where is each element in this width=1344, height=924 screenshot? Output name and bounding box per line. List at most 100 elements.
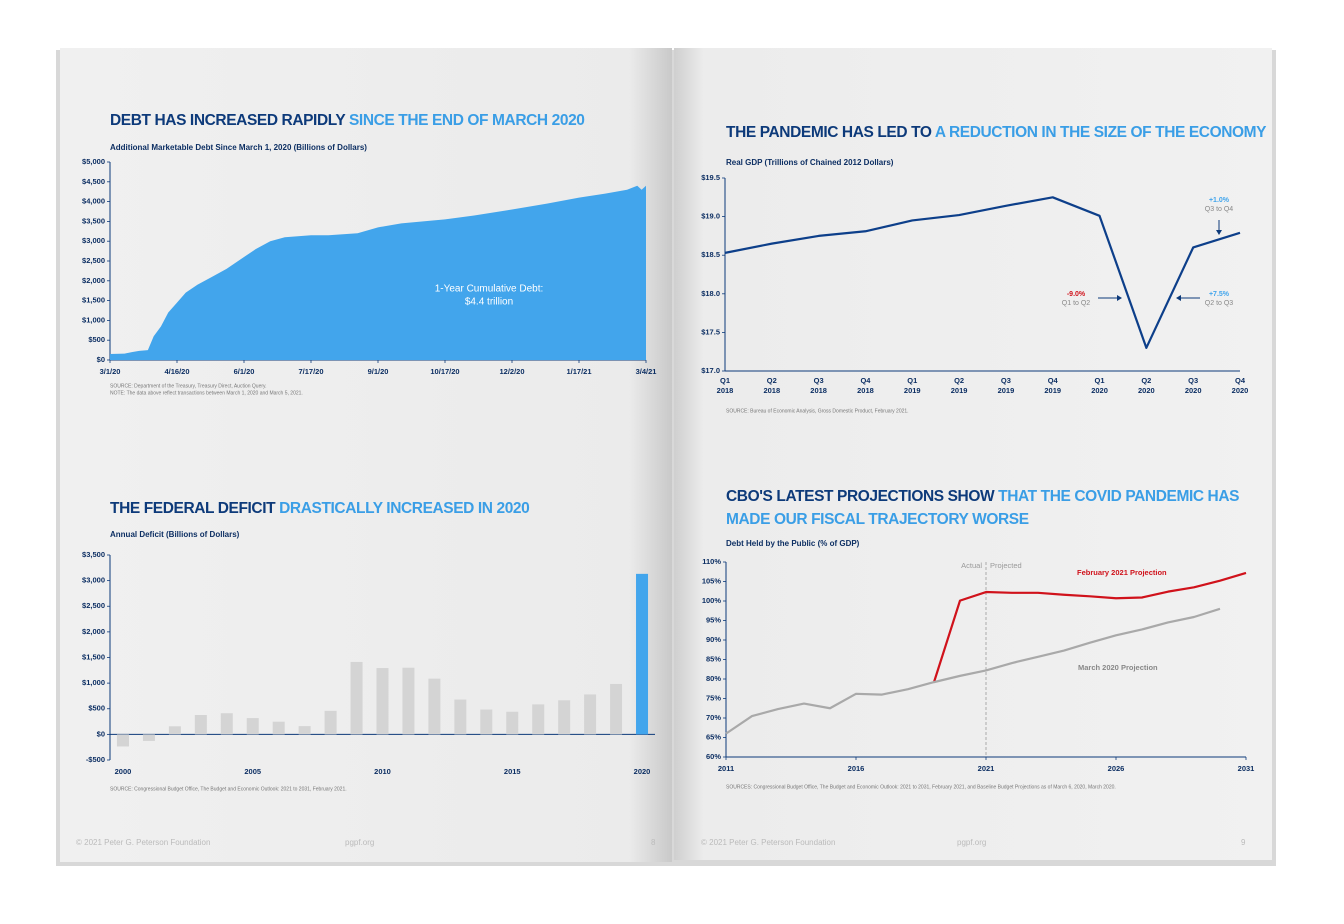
page-number: 9: [1241, 838, 1246, 847]
bar: [376, 668, 389, 735]
annotation-period: Q2 to Q3: [1205, 300, 1234, 307]
bar: [532, 704, 545, 735]
annotation-value: -9.0%: [1067, 291, 1086, 298]
y-tick-label: $4,000: [82, 197, 105, 206]
y-tick-label: $2,000: [82, 276, 105, 285]
y-tick-label: $1,500: [82, 296, 105, 305]
page-number: 8: [651, 838, 656, 847]
x-tick-label: Q2: [954, 376, 964, 385]
x-tick-label: 2019: [951, 386, 968, 395]
annotation-value: +1.0%: [1209, 197, 1230, 204]
x-tick-label: 3/1/20: [100, 367, 121, 376]
x-tick-label: 2018: [810, 386, 827, 395]
source-note: NOTE: The data above reflect transaction…: [110, 390, 303, 396]
bar: [480, 709, 493, 735]
arrowhead: [1176, 295, 1181, 301]
right-page: [674, 48, 1272, 860]
x-tick-label: 10/17/20: [430, 367, 459, 376]
bar: [350, 661, 363, 735]
line: [724, 196, 1241, 349]
bar: [428, 678, 441, 735]
bar: [402, 667, 415, 735]
bar: [116, 734, 129, 747]
x-tick-label: Q3: [1188, 376, 1198, 385]
x-tick-label: 2015: [504, 767, 521, 776]
y-tick-label: $500: [88, 704, 105, 713]
series-label: February 2021 Projection: [1077, 568, 1167, 577]
y-tick-label: 95%: [706, 615, 721, 624]
source-note: SOURCE: Department of the Treasury, Trea…: [110, 383, 267, 389]
y-tick-label: $0: [97, 729, 105, 738]
x-tick-label: 12/2/20: [499, 367, 524, 376]
y-tick-label: $19.5: [701, 173, 720, 182]
title-highlight: MADE OUR FISCAL TRAJECTORY WORSE: [726, 511, 1029, 528]
y-tick-label: $19.0: [701, 212, 720, 221]
x-tick-label: 2031: [1238, 764, 1255, 773]
area: [110, 185, 646, 360]
source-note: SOURCE: Congressional Budget Office, The…: [110, 786, 347, 792]
bar: [246, 718, 259, 735]
y-tick-label: $1,000: [82, 315, 105, 324]
line: [725, 607, 1221, 735]
footer-site: pgpf.org: [345, 838, 374, 847]
y-tick-label: $18.0: [701, 289, 720, 298]
x-tick-label: Q2: [767, 376, 777, 385]
x-tick-label: Q4: [860, 376, 871, 385]
title-part: CBO'S LATEST PROJECTIONS SHOW: [726, 488, 995, 505]
title-part: THE PANDEMIC HAS LED TO: [726, 124, 932, 141]
source-note: SOURCES: Congressional Budget Office, Th…: [726, 784, 1116, 790]
x-tick-label: Q2: [1141, 376, 1151, 385]
annotation-value: +7.5%: [1209, 291, 1230, 298]
bar: [272, 721, 285, 735]
bar: [558, 700, 571, 735]
bar: [168, 726, 181, 735]
x-tick-label: 3/4/21: [636, 367, 657, 376]
x-tick-label: Q4: [1235, 376, 1246, 385]
y-tick-label: 85%: [706, 654, 721, 663]
y-tick-label: 80%: [706, 674, 721, 683]
x-tick-label: Q3: [814, 376, 824, 385]
annotation-period: Q1 to Q2: [1062, 300, 1091, 307]
y-tick-label: $17.5: [701, 327, 720, 336]
bar: [298, 726, 311, 735]
bar: [610, 683, 623, 735]
bar: [636, 573, 649, 735]
x-tick-label: 4/16/20: [164, 367, 189, 376]
chart-title: THE FEDERAL DEFICIT DRASTICALLY INCREASE…: [110, 500, 529, 517]
y-tick-label: 70%: [706, 713, 721, 722]
x-tick-label: 6/1/20: [234, 367, 255, 376]
y-tick-label: 75%: [706, 693, 721, 702]
chart-subtitle: Real GDP (Trillions of Chained 2012 Doll…: [726, 158, 894, 167]
title-highlight: DRASTICALLY INCREASED IN 2020: [279, 500, 529, 517]
x-tick-label: Q3: [1001, 376, 1011, 385]
chart-title: DEBT HAS INCREASED RAPIDLY SINCE THE END…: [110, 112, 585, 129]
title-highlight: SINCE THE END OF MARCH 2020: [349, 112, 585, 129]
y-tick-label: 60%: [706, 752, 721, 761]
annotation-period: Q3 to Q4: [1205, 206, 1234, 213]
y-tick-label: $3,000: [82, 576, 105, 585]
y-tick-label: 100%: [702, 596, 722, 605]
line: [932, 571, 1247, 683]
x-tick-label: 2000: [115, 767, 132, 776]
arrowhead: [1117, 295, 1122, 301]
x-tick-label: 2018: [763, 386, 780, 395]
y-tick-label: $3,500: [82, 550, 105, 559]
x-tick-label: Q1: [720, 376, 730, 385]
x-tick-label: 2019: [998, 386, 1015, 395]
y-tick-label: $18.5: [701, 250, 720, 259]
y-tick-label: $2,000: [82, 627, 105, 636]
x-tick-label: 2020: [1232, 386, 1249, 395]
x-tick-label: 2021: [978, 764, 995, 773]
bar: [220, 713, 233, 735]
x-tick-label: 2019: [1044, 386, 1061, 395]
x-tick-label: 2018: [857, 386, 874, 395]
x-tick-label: 2020: [1138, 386, 1155, 395]
y-tick-label: 110%: [702, 557, 721, 566]
bar: [584, 694, 597, 735]
x-tick-label: 2016: [848, 764, 865, 773]
title-highlight: A REDUCTION IN THE SIZE OF THE ECONOMY: [935, 124, 1267, 141]
y-tick-label: $0: [97, 355, 105, 364]
y-tick-label: 65%: [706, 732, 721, 741]
chart-subtitle: Additional Marketable Debt Since March 1…: [110, 143, 367, 152]
